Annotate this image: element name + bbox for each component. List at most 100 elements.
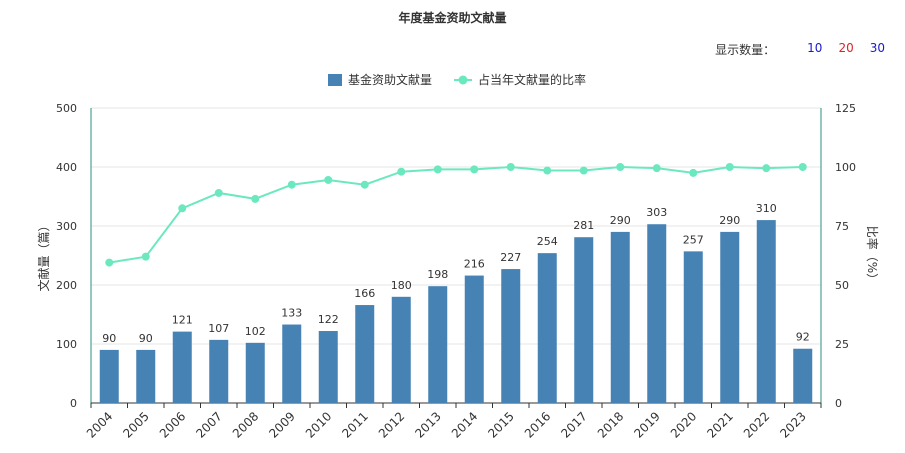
ratio-point <box>689 168 698 177</box>
bar-value-label: 303 <box>646 206 667 219</box>
x-tick-label: 2018 <box>595 409 626 440</box>
bar <box>136 349 156 403</box>
bar-value-label: 281 <box>573 219 594 232</box>
bar <box>683 251 703 403</box>
legend-line-marker <box>458 75 468 85</box>
y2-tick-label: 100 <box>835 161 856 174</box>
ratio-point <box>616 163 625 171</box>
x-tick-label: 2017 <box>558 409 589 440</box>
ratio-point <box>798 163 807 171</box>
x-tick-label: 2007 <box>193 409 224 440</box>
x-tick-label: 2014 <box>449 409 480 440</box>
bar-value-label: 290 <box>610 214 631 227</box>
bar-value-label: 254 <box>537 235 558 248</box>
chart-title: 年度基金资助文献量 <box>398 11 507 25</box>
bar-value-label: 290 <box>719 214 740 227</box>
ratio-point <box>433 165 442 174</box>
x-tick-label: 2020 <box>668 409 699 440</box>
ratio-point <box>214 188 223 197</box>
ratio-point <box>324 175 333 184</box>
ratio-point <box>287 180 296 189</box>
y-tick-label: 300 <box>56 220 77 233</box>
ratio-point <box>470 165 479 174</box>
y-tick-label: 100 <box>56 338 77 351</box>
x-tick-label: 2011 <box>339 409 370 440</box>
bar <box>537 253 557 403</box>
x-tick-label: 2012 <box>376 409 407 440</box>
x-tick-label: 2013 <box>412 409 443 440</box>
bar <box>282 324 302 403</box>
ratio-point <box>506 163 515 171</box>
bar-value-label: 257 <box>683 233 704 246</box>
bar-value-label: 133 <box>281 307 302 320</box>
ratio-point <box>725 163 734 171</box>
ratio-point <box>251 194 260 203</box>
x-tick-label: 2004 <box>84 409 115 440</box>
bar <box>172 331 192 403</box>
y2-tick-label: 125 <box>835 102 856 115</box>
ratio-point <box>543 166 552 175</box>
bar-value-label: 102 <box>245 325 266 338</box>
bar <box>756 220 776 403</box>
y2-tick-label: 75 <box>835 220 849 233</box>
y2-tick-label: 50 <box>835 279 849 292</box>
ratio-point <box>360 180 369 189</box>
x-tick-label: 2019 <box>631 409 662 440</box>
y2-tick-label: 25 <box>835 338 849 351</box>
bar-value-label: 90 <box>139 332 153 345</box>
y-tick-label: 0 <box>70 397 77 410</box>
y-tick-label: 200 <box>56 279 77 292</box>
ratio-point <box>652 164 661 173</box>
bar-value-label: 166 <box>354 287 375 300</box>
bar <box>99 349 119 403</box>
legend-bar-swatch <box>328 74 342 86</box>
count-option-10[interactable]: 10 <box>807 41 823 55</box>
x-tick-label: 2016 <box>522 409 553 440</box>
bar-value-label: 92 <box>796 331 810 344</box>
bar-value-label: 180 <box>391 279 412 292</box>
ratio-point <box>178 204 187 213</box>
bar <box>574 237 594 403</box>
legend-bar-label: 基金资助文献量 <box>348 72 432 87</box>
ratio-line <box>109 165 803 264</box>
bar <box>720 231 740 403</box>
bar-value-label: 216 <box>464 258 485 271</box>
y-axis-title: 文献量（篇） <box>36 219 51 291</box>
bar-value-label: 107 <box>208 322 229 335</box>
bar <box>355 305 375 403</box>
y-tick-label: 400 <box>56 161 77 174</box>
y2-axis-title: 比率（%） <box>865 226 880 285</box>
legend-line-label: 占当年文献量的比率 <box>478 72 586 87</box>
count-selector: 显示数量： 10 20 30 <box>715 41 885 58</box>
ratio-point <box>397 167 406 176</box>
count-option-30[interactable]: 30 <box>869 41 885 55</box>
ratio-point <box>579 166 588 175</box>
x-tick-label: 2006 <box>157 409 188 440</box>
bar <box>793 348 813 403</box>
x-tick-label: 2008 <box>230 409 261 440</box>
bar <box>501 269 521 403</box>
x-tick-label: 2015 <box>485 409 516 440</box>
ratio-point <box>141 252 150 261</box>
ratio-point <box>105 258 114 267</box>
y2-tick-label: 0 <box>835 397 842 410</box>
bar <box>391 296 411 403</box>
ratio-point <box>762 164 771 173</box>
x-tick-label: 2021 <box>704 409 735 440</box>
bar <box>318 331 338 403</box>
x-tick-label: 2005 <box>120 409 151 440</box>
bar <box>464 275 484 403</box>
count-selector-label: 显示数量： <box>715 43 776 57</box>
bar <box>245 342 265 403</box>
bar-value-label: 310 <box>756 202 777 215</box>
bar <box>428 286 448 403</box>
bar-value-label: 122 <box>318 313 339 326</box>
count-option-20[interactable]: 20 <box>838 41 854 55</box>
bar-value-label: 90 <box>102 332 116 345</box>
bar-value-label: 121 <box>172 314 193 327</box>
x-tick-label: 2022 <box>741 409 772 440</box>
bar-value-label: 198 <box>427 268 448 281</box>
x-tick-label: 2010 <box>303 409 334 440</box>
y-tick-label: 500 <box>56 102 77 115</box>
